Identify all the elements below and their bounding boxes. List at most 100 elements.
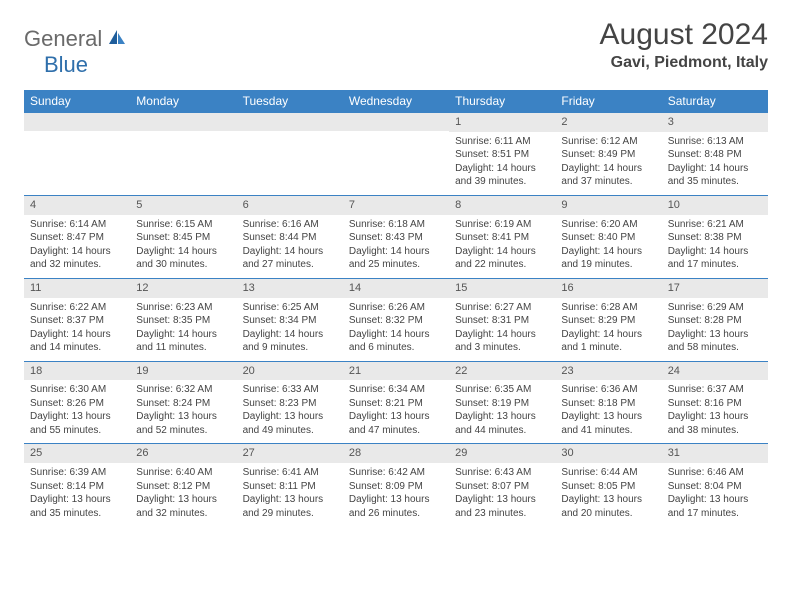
sunset-line: Sunset: 8:23 PM [243, 397, 337, 411]
sunrise-line: Sunrise: 6:22 AM [30, 301, 124, 315]
day-cell: 6Sunrise: 6:16 AMSunset: 8:44 PMDaylight… [237, 195, 343, 278]
empty-day [237, 113, 343, 196]
sunset-line: Sunset: 8:41 PM [455, 231, 549, 245]
sunset-line: Sunset: 8:07 PM [455, 480, 549, 494]
day-body: Sunrise: 6:44 AMSunset: 8:05 PMDaylight:… [555, 463, 661, 526]
sunrise-line: Sunrise: 6:37 AM [668, 383, 762, 397]
day-number: 4 [24, 196, 130, 215]
day-cell: 10Sunrise: 6:21 AMSunset: 8:38 PMDayligh… [662, 195, 768, 278]
sunrise-line: Sunrise: 6:29 AM [668, 301, 762, 315]
logo-sail-icon [107, 28, 127, 51]
day-cell: 29Sunrise: 6:43 AMSunset: 8:07 PMDayligh… [449, 444, 555, 526]
day-body: Sunrise: 6:21 AMSunset: 8:38 PMDaylight:… [662, 215, 768, 278]
day-number: 27 [237, 444, 343, 463]
daylight-line-1: Daylight: 14 hours [455, 162, 549, 176]
sunrise-line: Sunrise: 6:26 AM [349, 301, 443, 315]
dow-sunday: Sunday [24, 90, 130, 113]
sunset-line: Sunset: 8:37 PM [30, 314, 124, 328]
day-body: Sunrise: 6:23 AMSunset: 8:35 PMDaylight:… [130, 298, 236, 361]
day-cell: 27Sunrise: 6:41 AMSunset: 8:11 PMDayligh… [237, 444, 343, 526]
day-number: 30 [555, 444, 661, 463]
sunset-line: Sunset: 8:16 PM [668, 397, 762, 411]
day-number [343, 113, 449, 131]
day-number: 28 [343, 444, 449, 463]
daylight-line-1: Daylight: 14 hours [668, 245, 762, 259]
daylight-line-2: and 58 minutes. [668, 341, 762, 355]
day-body: Sunrise: 6:32 AMSunset: 8:24 PMDaylight:… [130, 380, 236, 443]
day-cell: 4Sunrise: 6:14 AMSunset: 8:47 PMDaylight… [24, 195, 130, 278]
sunset-line: Sunset: 8:32 PM [349, 314, 443, 328]
week-row: 25Sunrise: 6:39 AMSunset: 8:14 PMDayligh… [24, 444, 768, 526]
dow-tuesday: Tuesday [237, 90, 343, 113]
empty-day [343, 113, 449, 196]
sunset-line: Sunset: 8:40 PM [561, 231, 655, 245]
day-cell: 28Sunrise: 6:42 AMSunset: 8:09 PMDayligh… [343, 444, 449, 526]
sunset-line: Sunset: 8:35 PM [136, 314, 230, 328]
sunrise-line: Sunrise: 6:13 AM [668, 135, 762, 149]
day-body: Sunrise: 6:12 AMSunset: 8:49 PMDaylight:… [555, 132, 661, 195]
day-cell: 31Sunrise: 6:46 AMSunset: 8:04 PMDayligh… [662, 444, 768, 526]
dow-saturday: Saturday [662, 90, 768, 113]
day-cell: 16Sunrise: 6:28 AMSunset: 8:29 PMDayligh… [555, 278, 661, 361]
day-cell: 25Sunrise: 6:39 AMSunset: 8:14 PMDayligh… [24, 444, 130, 526]
sunset-line: Sunset: 8:45 PM [136, 231, 230, 245]
day-body: Sunrise: 6:16 AMSunset: 8:44 PMDaylight:… [237, 215, 343, 278]
daylight-line-1: Daylight: 13 hours [349, 493, 443, 507]
daylight-line-2: and 20 minutes. [561, 507, 655, 521]
sunrise-line: Sunrise: 6:33 AM [243, 383, 337, 397]
day-number [237, 113, 343, 131]
sunrise-line: Sunrise: 6:46 AM [668, 466, 762, 480]
day-body: Sunrise: 6:27 AMSunset: 8:31 PMDaylight:… [449, 298, 555, 361]
day-body: Sunrise: 6:11 AMSunset: 8:51 PMDaylight:… [449, 132, 555, 195]
daylight-line-2: and 11 minutes. [136, 341, 230, 355]
day-cell: 22Sunrise: 6:35 AMSunset: 8:19 PMDayligh… [449, 361, 555, 444]
day-body: Sunrise: 6:26 AMSunset: 8:32 PMDaylight:… [343, 298, 449, 361]
sunrise-line: Sunrise: 6:39 AM [30, 466, 124, 480]
daylight-line-2: and 49 minutes. [243, 424, 337, 438]
day-number: 24 [662, 362, 768, 381]
day-number: 1 [449, 113, 555, 132]
sunset-line: Sunset: 8:26 PM [30, 397, 124, 411]
daylight-line-1: Daylight: 13 hours [455, 493, 549, 507]
day-body [130, 131, 236, 140]
day-cell: 30Sunrise: 6:44 AMSunset: 8:05 PMDayligh… [555, 444, 661, 526]
daylight-line-2: and 19 minutes. [561, 258, 655, 272]
daylight-line-1: Daylight: 13 hours [668, 328, 762, 342]
sunset-line: Sunset: 8:44 PM [243, 231, 337, 245]
daylight-line-1: Daylight: 14 hours [243, 328, 337, 342]
day-number [24, 113, 130, 131]
sunrise-line: Sunrise: 6:12 AM [561, 135, 655, 149]
daylight-line-1: Daylight: 14 hours [349, 328, 443, 342]
day-cell: 21Sunrise: 6:34 AMSunset: 8:21 PMDayligh… [343, 361, 449, 444]
day-number: 15 [449, 279, 555, 298]
daylight-line-2: and 32 minutes. [30, 258, 124, 272]
logo: General [24, 26, 129, 52]
sunset-line: Sunset: 8:48 PM [668, 148, 762, 162]
daylight-line-1: Daylight: 14 hours [136, 245, 230, 259]
day-cell: 8Sunrise: 6:19 AMSunset: 8:41 PMDaylight… [449, 195, 555, 278]
day-cell: 23Sunrise: 6:36 AMSunset: 8:18 PMDayligh… [555, 361, 661, 444]
day-body: Sunrise: 6:20 AMSunset: 8:40 PMDaylight:… [555, 215, 661, 278]
sunrise-line: Sunrise: 6:16 AM [243, 218, 337, 232]
daylight-line-2: and 14 minutes. [30, 341, 124, 355]
daylight-line-1: Daylight: 14 hours [561, 245, 655, 259]
daylight-line-2: and 6 minutes. [349, 341, 443, 355]
daylight-line-1: Daylight: 14 hours [668, 162, 762, 176]
day-number: 17 [662, 279, 768, 298]
daylight-line-2: and 27 minutes. [243, 258, 337, 272]
daylight-line-1: Daylight: 14 hours [30, 245, 124, 259]
daylight-line-2: and 39 minutes. [455, 175, 549, 189]
sunrise-line: Sunrise: 6:30 AM [30, 383, 124, 397]
empty-day [24, 113, 130, 196]
sunset-line: Sunset: 8:51 PM [455, 148, 549, 162]
day-number [130, 113, 236, 131]
daylight-line-1: Daylight: 13 hours [243, 493, 337, 507]
day-number: 23 [555, 362, 661, 381]
day-body [237, 131, 343, 140]
day-number: 26 [130, 444, 236, 463]
daylight-line-2: and 30 minutes. [136, 258, 230, 272]
day-body [343, 131, 449, 140]
daylight-line-1: Daylight: 14 hours [455, 328, 549, 342]
daylight-line-1: Daylight: 13 hours [30, 493, 124, 507]
daylight-line-1: Daylight: 13 hours [349, 410, 443, 424]
